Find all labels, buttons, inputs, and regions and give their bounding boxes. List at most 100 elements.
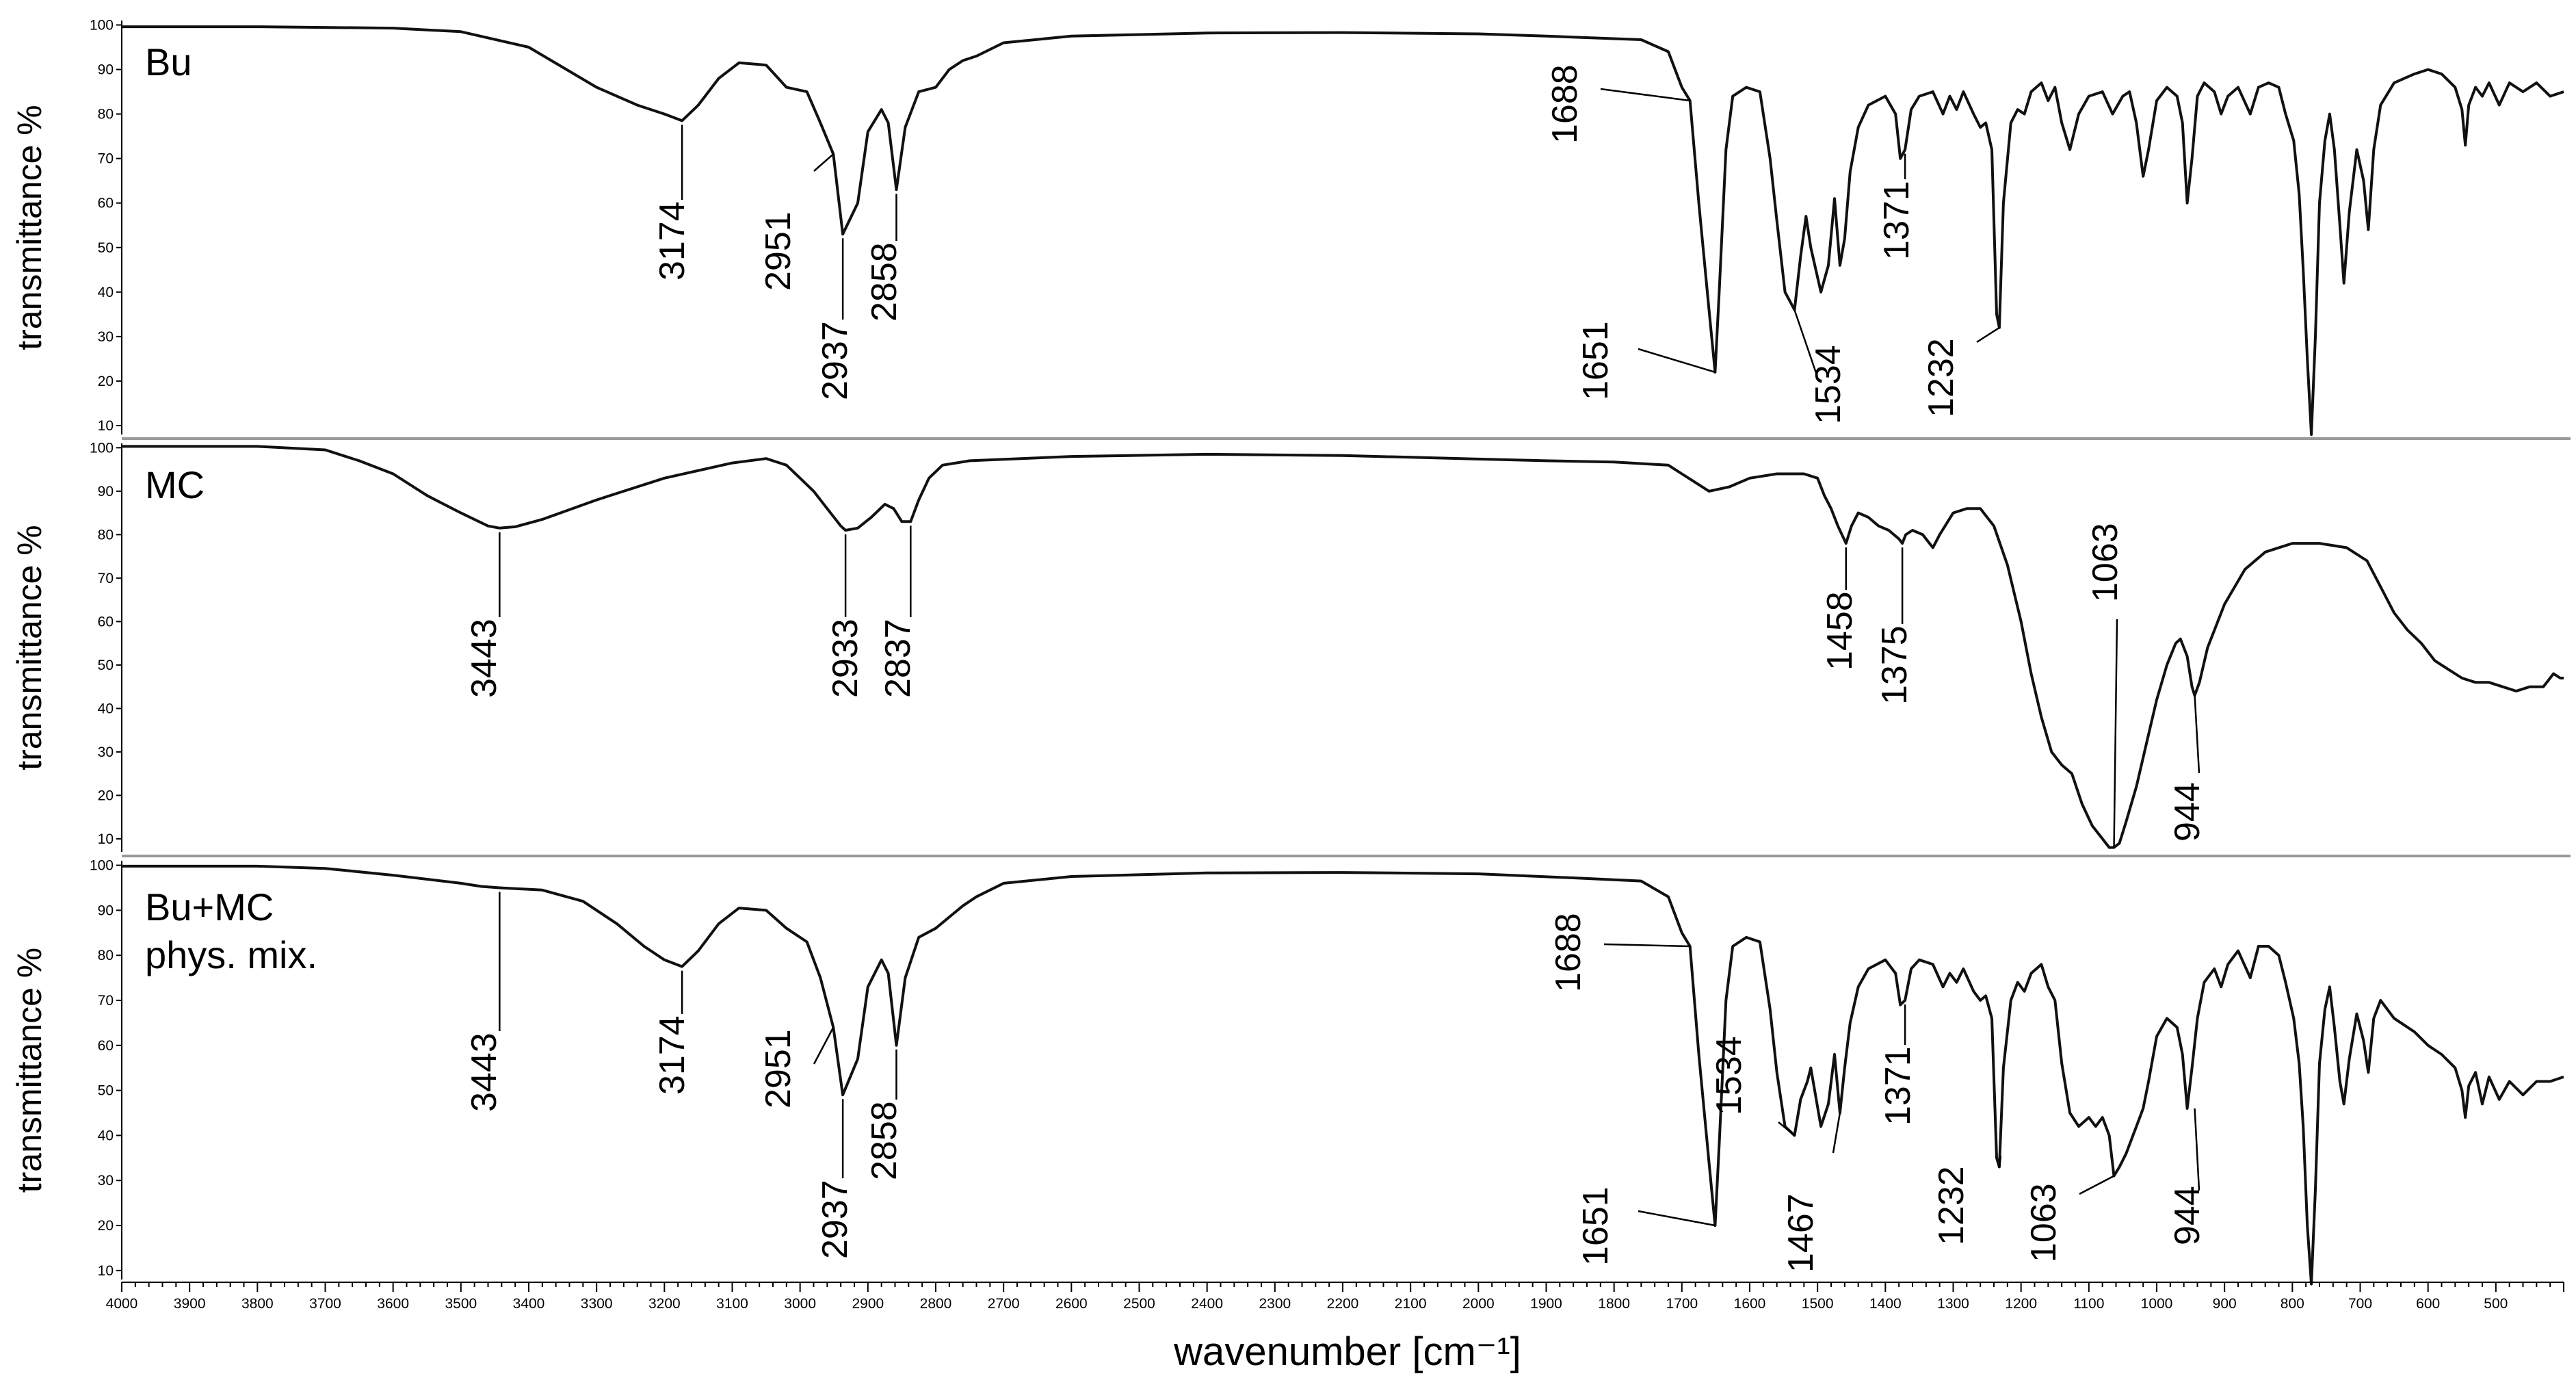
y-axis-label: transmittance %	[10, 525, 49, 770]
y-tick-label: 50	[98, 1083, 114, 1099]
peak-label: 2837	[878, 619, 918, 698]
peak-label: 1651	[1576, 321, 1616, 400]
peak-label: 1458	[1820, 591, 1860, 671]
x-tick-label: 2700	[988, 1296, 1020, 1312]
x-tick-label: 2300	[1259, 1296, 1291, 1312]
x-tick-label: 2600	[1055, 1296, 1088, 1312]
y-tick-label: 10	[98, 418, 114, 434]
peak-annotation: 1651	[1576, 321, 1716, 400]
panel-3: 10 20 30 40 50 60 70 80 90 100 transmittance % Bu+M…	[10, 858, 2564, 1286]
x-tick-label: 3300	[581, 1296, 613, 1312]
peak-label: 1371	[1877, 181, 1917, 260]
peak-label: 3174	[653, 1015, 692, 1095]
spectrum-line-1	[122, 25, 2564, 436]
peak-annotation: 1688	[1549, 913, 1690, 992]
spectrum-line-3	[122, 864, 2564, 1286]
peak-annotation: 1371	[1877, 153, 1917, 260]
x-tick-label: 1700	[1666, 1296, 1698, 1312]
y-tick-label: 90	[98, 62, 114, 78]
y-axis-label: transmittance %	[10, 105, 49, 350]
y-axis-label: transmittance %	[10, 948, 49, 1193]
peak-leader-line	[813, 153, 834, 172]
peak-label: 1688	[1545, 64, 1585, 144]
x-axis-label: wavenumber [cm⁻¹]	[1173, 1329, 1521, 1374]
peak-label: 2858	[865, 1101, 904, 1180]
peak-annotation: 3443	[464, 532, 504, 698]
peak-label: 1688	[1549, 913, 1588, 992]
peak-label: 1063	[2086, 523, 2125, 602]
peak-leader-line	[1778, 1121, 1796, 1137]
peak-label: 2951	[759, 211, 798, 291]
peak-label: 2937	[815, 321, 855, 400]
x-tick-label: 2200	[1327, 1296, 1359, 1312]
y-tick-label: 80	[98, 107, 114, 122]
peak-annotation: 1232	[1932, 1156, 2002, 1245]
y-tick-label: 90	[98, 903, 114, 918]
x-tick-label: 1100	[2073, 1296, 2104, 1312]
peak-annotation: 2858	[865, 1049, 904, 1180]
x-tick-label: 3500	[445, 1296, 477, 1312]
x-tick-label: 1500	[1802, 1296, 1834, 1312]
peak-label: 2858	[865, 242, 904, 322]
peak-annotation: 1651	[1576, 1186, 1716, 1266]
y-tick-label: 70	[98, 571, 114, 586]
x-tick-label: 900	[2213, 1296, 2237, 1312]
y-tick-label: 40	[98, 285, 114, 300]
peak-annotation: 1534	[1793, 309, 1848, 424]
x-tick-label: 1300	[1937, 1296, 1969, 1312]
peak-annotation: 1063	[2086, 523, 2125, 848]
y-tick-label: 90	[98, 484, 114, 499]
x-tick-label: 1800	[1598, 1296, 1630, 1312]
peak-label: 1534	[1709, 1036, 1749, 1115]
peak-label: 1375	[1875, 625, 1915, 705]
x-tick-label: 3200	[648, 1296, 681, 1312]
y-tick-label: 70	[98, 993, 114, 1009]
panel-label: Bu	[145, 40, 192, 83]
x-tick-label: 1400	[1869, 1296, 1902, 1312]
peak-label: 1467	[1781, 1193, 1821, 1273]
peak-label: 2951	[759, 1029, 798, 1108]
peak-label: 3443	[464, 1033, 504, 1112]
peak-leader-line	[1998, 1156, 2002, 1167]
y-tick-label: 100	[90, 858, 114, 874]
x-tick-label: 1600	[1734, 1296, 1766, 1312]
y-tick-label: 80	[98, 527, 114, 543]
panel-2: 10 20 30 40 50 60 70 80 90 100 transmittance % MC 34…	[10, 440, 2564, 852]
peak-annotation: 1458	[1820, 547, 1860, 671]
peak-label: 2933	[826, 619, 865, 698]
spectrum-line-2	[122, 445, 2564, 849]
peak-leader-line	[2194, 695, 2200, 774]
x-tick-label: 500	[2484, 1296, 2508, 1312]
x-tick-label: 3800	[241, 1296, 274, 1312]
y-tick-label: 20	[98, 1218, 114, 1234]
panel-1: 10 20 30 40 50 60 70 80 90 100 transmittance % Bu 31…	[10, 18, 2564, 436]
y-tick-label: 80	[98, 948, 114, 963]
x-tick-label: 2400	[1191, 1296, 1223, 1312]
peak-leader-line	[1832, 1113, 1841, 1154]
peak-annotation: 1467	[1781, 1113, 1841, 1273]
x-tick-label: 2900	[852, 1296, 884, 1312]
y-tick-label: 60	[98, 614, 114, 629]
panel-label: Bu+MC	[145, 885, 274, 929]
peak-annotation: 1375	[1875, 547, 1915, 705]
peak-annotation: 1688	[1545, 64, 1690, 144]
y-tick-label: 10	[98, 1263, 114, 1279]
peak-annotation: 2951	[759, 1026, 834, 1108]
x-tick-label: 2100	[1395, 1296, 1427, 1312]
y-tick-label: 60	[98, 196, 114, 211]
peak-annotation: 2837	[878, 525, 918, 698]
peak-annotation: 1371	[1878, 1004, 1918, 1126]
peak-label: 944	[2168, 1186, 2207, 1245]
x-tick-label: 3100	[716, 1296, 748, 1312]
peak-label: 1651	[1576, 1186, 1616, 1266]
peak-label: 1232	[1932, 1166, 1971, 1245]
peak-label: 1232	[1921, 338, 1961, 417]
x-tick-label: 2800	[920, 1296, 952, 1312]
y-tick-label: 50	[98, 658, 114, 673]
peak-label: 944	[2168, 782, 2207, 842]
panel-label: phys. mix.	[145, 933, 317, 976]
x-tick-label: 700	[2348, 1296, 2372, 1312]
x-tick-label: 3000	[784, 1296, 816, 1312]
y-tick-label: 60	[98, 1038, 114, 1054]
